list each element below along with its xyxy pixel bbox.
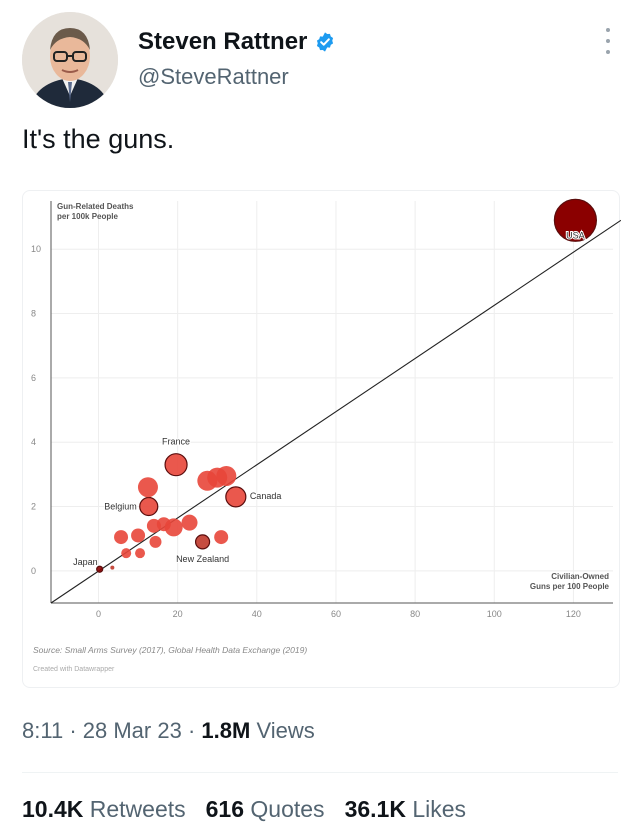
x-tick-label: 80 xyxy=(410,609,420,619)
data-point-canada xyxy=(225,486,247,508)
chart-credit: Created with Datawrapper xyxy=(33,666,115,673)
x-tick-label: 40 xyxy=(252,609,262,619)
meta-separator: · xyxy=(69,718,83,743)
retweets-stat[interactable]: 10.4K Retweets xyxy=(22,796,186,823)
point-label: New Zealand xyxy=(176,554,229,564)
quotes-label: Quotes xyxy=(250,796,325,822)
quotes-stat[interactable]: 616 Quotes xyxy=(206,796,325,823)
data-point xyxy=(216,465,237,486)
x-tick-label: 20 xyxy=(173,609,183,619)
meta-separator: · xyxy=(187,718,202,743)
tweet-meta: 8:11 · 28 Mar 23 · 1.8M Views xyxy=(22,718,315,744)
avatar[interactable] xyxy=(22,12,118,108)
tweet-date[interactable]: 28 Mar 23 xyxy=(82,718,182,743)
y-tick-label: 2 xyxy=(31,502,36,512)
point-label: Belgium xyxy=(104,502,137,512)
scatter-chart: 0 20 40 60 80 100 120 0 2 4 6 8 10 Gun-Related Deaths… xyxy=(31,198,621,673)
point-label: France xyxy=(162,437,190,447)
data-point-belgium xyxy=(139,496,159,517)
y-tick-label: 6 xyxy=(31,373,36,383)
divider xyxy=(22,772,618,773)
author-handle[interactable]: @SteveRattner xyxy=(138,64,289,89)
data-point xyxy=(114,530,129,545)
likes-count: 36.1K xyxy=(344,796,406,822)
data-point-france xyxy=(164,453,188,477)
x-tick-label: 0 xyxy=(96,609,101,619)
quotes-count: 616 xyxy=(205,796,245,822)
y-axis-label: per 100k People xyxy=(57,212,118,221)
verified-badge-icon xyxy=(317,32,334,52)
avatar-image xyxy=(22,12,118,108)
data-point xyxy=(121,548,132,559)
more-options-icon[interactable] xyxy=(604,28,612,54)
y-tick-label: 0 xyxy=(31,566,36,576)
x-tick-label: 60 xyxy=(331,609,341,619)
data-point xyxy=(149,535,162,548)
data-point-japan xyxy=(96,565,104,573)
point-label: Japan xyxy=(73,557,98,567)
views-count: 1.8M xyxy=(201,718,251,743)
tweet-time[interactable]: 8:11 xyxy=(22,718,64,743)
x-tick-label: 120 xyxy=(566,609,581,619)
data-point xyxy=(135,548,146,559)
data-point xyxy=(214,530,229,545)
point-label: Canada xyxy=(250,491,282,501)
retweets-count: 10.4K xyxy=(22,796,84,822)
data-point xyxy=(146,518,161,533)
point-label: USA xyxy=(566,230,585,240)
y-tick-label: 10 xyxy=(31,244,41,254)
retweets-label: Retweets xyxy=(89,796,186,822)
x-axis-label: Civilian-Owned xyxy=(551,572,609,581)
x-tick-label: 100 xyxy=(487,609,502,619)
engagement-stats: 10.4K Retweets 616 Quotes 36.1K Likes xyxy=(22,796,466,823)
y-axis-label: Gun-Related Deaths xyxy=(57,202,134,211)
data-point-usa xyxy=(553,198,598,242)
tweet-text: It's the guns. xyxy=(22,124,175,154)
likes-label: Likes xyxy=(412,796,467,822)
trend-line xyxy=(50,219,621,604)
data-point-new-zealand xyxy=(194,534,211,550)
y-tick-label: 4 xyxy=(31,437,36,447)
chart-source: Source: Small Arms Survey (2017), Global… xyxy=(33,645,307,655)
data-point xyxy=(137,477,158,498)
data-point xyxy=(131,528,146,543)
author-name[interactable]: Steven Rattner xyxy=(138,28,308,55)
x-axis-label: Guns per 100 People xyxy=(530,582,610,591)
chart-image[interactable]: 0 20 40 60 80 100 120 0 2 4 6 8 10 Gun-Related Deaths… xyxy=(22,190,621,688)
likes-stat[interactable]: 36.1K Likes xyxy=(345,796,466,823)
data-point xyxy=(181,514,198,531)
data-point xyxy=(110,565,115,570)
y-tick-label: 8 xyxy=(31,309,36,319)
views-label: Views xyxy=(256,718,315,743)
